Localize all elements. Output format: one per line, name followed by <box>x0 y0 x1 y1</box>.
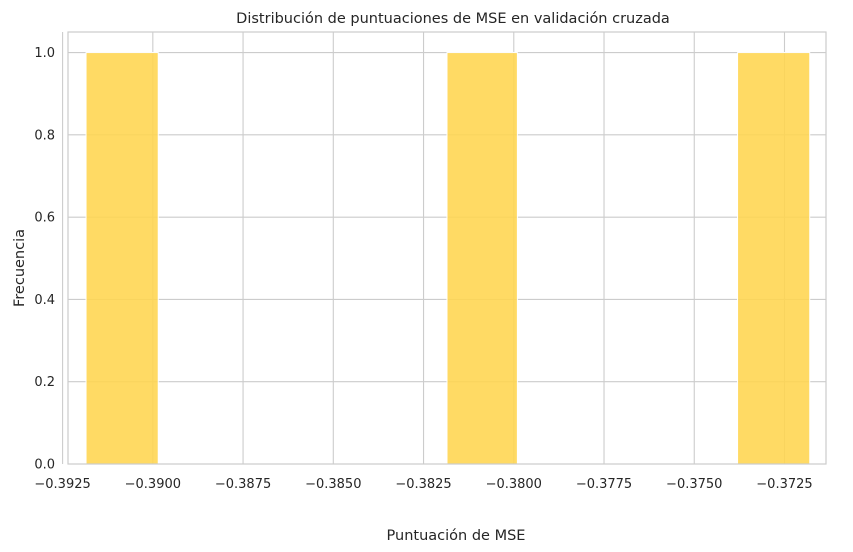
x-tick-label: −0.3875 <box>215 477 271 492</box>
x-tick-label: −0.3725 <box>756 477 812 492</box>
histogram-bar <box>85 52 159 465</box>
x-tick-label: −0.3850 <box>305 477 361 492</box>
y-tick-label: 0.4 <box>34 293 55 308</box>
y-tick-labels: 0.0 0.2 0.4 0.6 0.8 1.0 <box>34 46 55 472</box>
x-tick-label: −0.3750 <box>666 477 722 492</box>
bars <box>85 52 811 465</box>
x-tick-label: −0.3825 <box>395 477 451 492</box>
x-tick-label: −0.3775 <box>576 477 632 492</box>
y-axis-title: Frecuencia <box>12 229 28 307</box>
y-tick-label: 0.0 <box>34 458 55 473</box>
plot-frame <box>67 31 827 465</box>
y-tick-label: 0.2 <box>34 375 55 390</box>
x-tick-label: −0.3800 <box>486 477 542 492</box>
x-axis-title: Puntuación de MSE <box>387 528 526 544</box>
histogram-bar <box>446 52 518 465</box>
x-tick-labels: −0.3925 −0.3900 −0.3875 −0.3850 −0.3825 −0.38… <box>34 477 812 492</box>
y-tick-label: 0.6 <box>34 211 55 226</box>
y-tick-label: 1.0 <box>34 46 55 61</box>
x-tick-label: −0.3925 <box>34 477 90 492</box>
x-tick-label: −0.3900 <box>125 477 181 492</box>
y-tick-label: 0.8 <box>34 128 55 143</box>
chart-title: Distribución de puntuaciones de MSE en v… <box>236 11 670 27</box>
histogram-bar <box>737 52 811 465</box>
